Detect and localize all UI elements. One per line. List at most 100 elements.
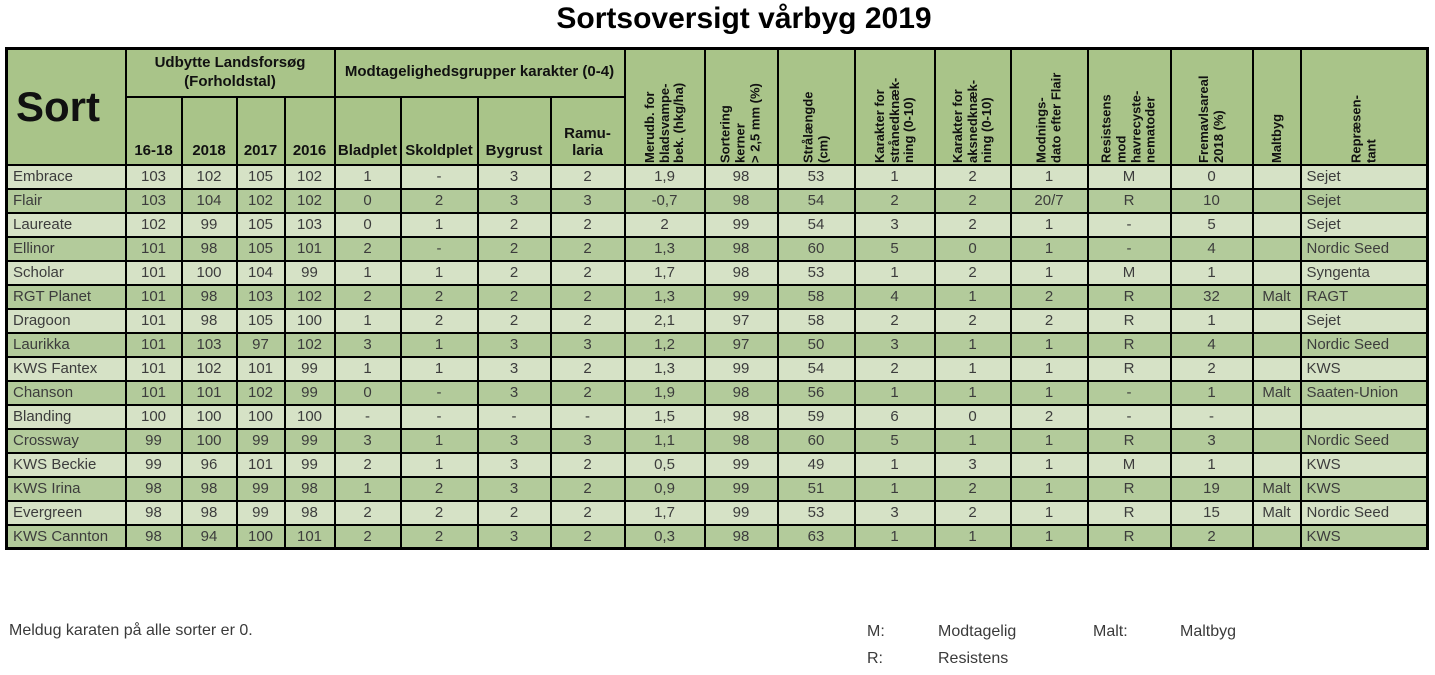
table-row: KWS Cannton 98 94 100 101 2 2 3 2 0,3 98 63 1 1 1 R 2 KWS	[5, 523, 1429, 550]
cell: 2	[1169, 355, 1254, 382]
cell	[1251, 235, 1302, 262]
table-row: Laureate 102 99 105 103 0 1 2 2 2 99 54 3 2 1-5 Sejet	[5, 211, 1429, 238]
cell: 99	[235, 475, 286, 502]
cell: Malt	[1251, 475, 1302, 502]
cell: 2	[333, 283, 402, 310]
rotated-col-header-6: Resistsens mod havrecyste- nematoder	[1086, 47, 1172, 166]
cell: 0	[933, 403, 1012, 430]
cell: 101	[124, 379, 183, 406]
cell: 1	[1009, 259, 1089, 286]
cell: 105	[235, 235, 286, 262]
representative-cell: Sejet	[1299, 187, 1429, 214]
cell	[1251, 427, 1302, 454]
cell: 1	[1009, 211, 1089, 238]
cell: 2	[476, 499, 552, 526]
cell: 32	[1169, 283, 1254, 310]
cell: 99	[283, 259, 336, 286]
cell: 100	[235, 523, 286, 550]
cell: R	[1086, 331, 1172, 358]
representative-cell: Sejet	[1299, 163, 1429, 190]
cell: 4	[1169, 235, 1254, 262]
cell: 2	[549, 523, 626, 550]
cell: -	[549, 403, 626, 430]
cell: 97	[235, 331, 286, 358]
cell: 98	[124, 523, 183, 550]
cell: 1	[853, 475, 936, 502]
cell: 2	[333, 451, 402, 478]
cell: Malt	[1251, 283, 1302, 310]
variety-name-cell: KWS Beckie	[5, 451, 127, 478]
cell	[1251, 403, 1302, 430]
representative-cell: KWS	[1299, 451, 1429, 478]
cell: 101	[124, 355, 183, 382]
cell: -	[333, 403, 402, 430]
cell: 3	[476, 379, 552, 406]
representative-cell: KWS	[1299, 355, 1429, 382]
cell: 98	[703, 163, 779, 190]
cell: 1	[333, 163, 402, 190]
cell: 100	[283, 403, 336, 430]
cell: 1	[1009, 331, 1089, 358]
cell: -	[399, 235, 479, 262]
cell: 1	[853, 379, 936, 406]
cell: 3	[476, 451, 552, 478]
variety-name-cell: RGT Planet	[5, 283, 127, 310]
variety-name-cell: KWS Irina	[5, 475, 127, 502]
cell: 104	[180, 187, 238, 214]
cell: 3	[549, 427, 626, 454]
cell: 3	[333, 331, 402, 358]
cell: 1,7	[623, 499, 706, 526]
cell: 1	[933, 283, 1012, 310]
cell: 51	[776, 475, 856, 502]
cell: 102	[180, 163, 238, 190]
cell: 0,5	[623, 451, 706, 478]
cell: 1,3	[623, 283, 706, 310]
cell: 0	[933, 235, 1012, 262]
cell: 98	[283, 499, 336, 526]
cell: 2	[549, 355, 626, 382]
cell: 63	[776, 523, 856, 550]
sub-col-header-2: 2017	[235, 95, 286, 166]
variety-name-cell: Evergreen	[5, 499, 127, 526]
varieties-table-wrapper: Sort Udbytte Landsforsøg (Forholdstal) Mod…	[5, 47, 1429, 550]
cell: 2	[333, 523, 402, 550]
cell: 2	[853, 187, 936, 214]
cell: 1,5	[623, 403, 706, 430]
cell: 1	[853, 523, 936, 550]
legend-m-value: Modtagelig	[938, 623, 1017, 640]
cell: 98	[180, 283, 238, 310]
cell	[1251, 259, 1302, 286]
rotated-col-label: Karakter for strånedknæk- ning (0-10)	[871, 77, 916, 163]
representative-cell	[1299, 403, 1429, 430]
table-row: Embrace 103 102 105 102 1-3 2 1,9 98 53 1 2 1 M 0 Sejet	[5, 163, 1429, 190]
cell: -	[1169, 403, 1254, 430]
cell: 2	[399, 523, 479, 550]
variety-name-cell: Ellinor	[5, 235, 127, 262]
cell: 54	[776, 187, 856, 214]
cell: M	[1086, 259, 1172, 286]
cell: 1	[933, 523, 1012, 550]
cell: 2	[623, 211, 706, 238]
representative-cell: Nordic Seed	[1299, 499, 1429, 526]
cell: 98	[124, 475, 183, 502]
cell: 1	[1169, 379, 1254, 406]
cell: 54	[776, 355, 856, 382]
cell: 2	[399, 475, 479, 502]
cell: 102	[235, 379, 286, 406]
cell: 1	[333, 475, 402, 502]
cell: 1	[399, 427, 479, 454]
cell: R	[1086, 283, 1172, 310]
table-row: Scholar 101 100 104 99 1 1 2 2 1,7 98 53 1 2 1 M 1 Syngen…	[5, 259, 1429, 286]
cell: 1,3	[623, 235, 706, 262]
cell: 99	[124, 427, 183, 454]
cell: 2	[333, 499, 402, 526]
cell: 2,1	[623, 307, 706, 334]
cell: 98	[180, 235, 238, 262]
cell: 15	[1169, 499, 1254, 526]
cell: 2	[549, 259, 626, 286]
cell: 60	[776, 427, 856, 454]
cell: 5	[853, 427, 936, 454]
representative-cell: Syngenta	[1299, 259, 1429, 286]
cell: 60	[776, 235, 856, 262]
rotated-col-header-2: Strålængde (cm)	[776, 47, 856, 166]
